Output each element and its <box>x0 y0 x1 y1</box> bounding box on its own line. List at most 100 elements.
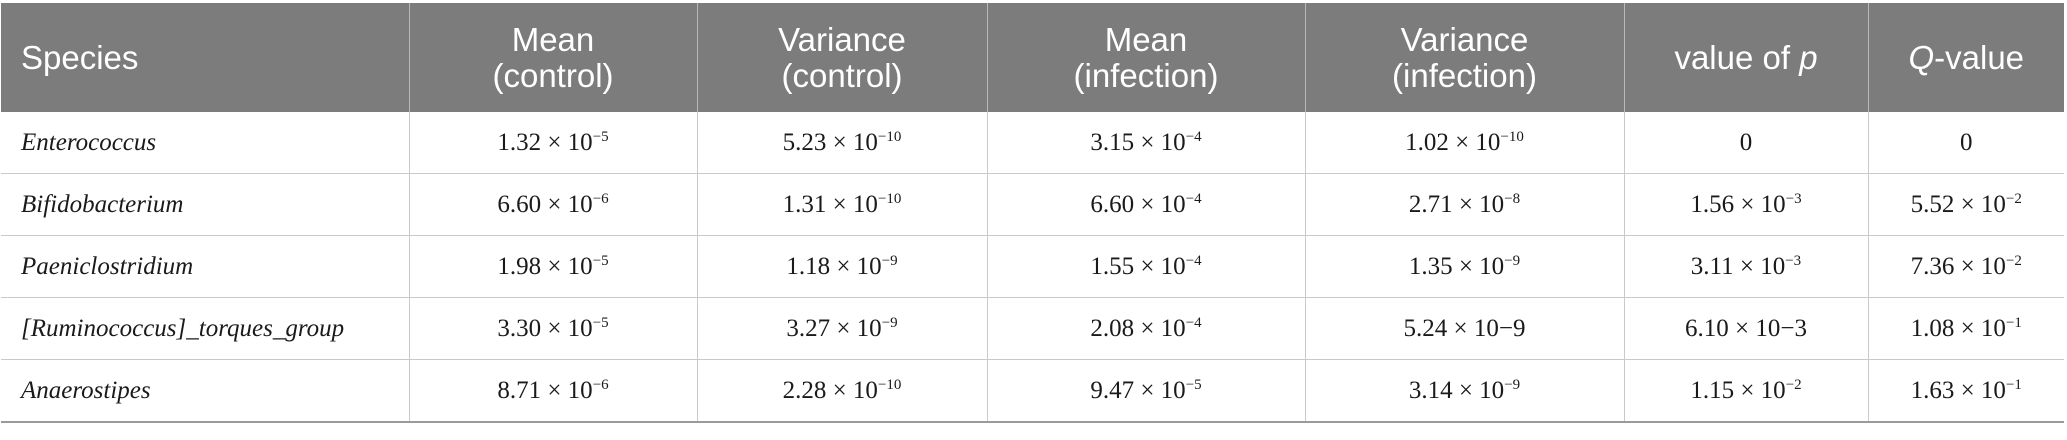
cell-mantissa: 6.10 × 10−3 <box>1685 314 1807 342</box>
mean-control-cell: 1.98 × 10−5 <box>408 235 697 298</box>
cell-mantissa: 5.52 × 10 <box>1910 190 2006 218</box>
cell-mantissa: 2.28 × 10 <box>782 376 878 404</box>
mean-infection-cell: 2.08 × 10−4 <box>986 297 1305 360</box>
cell-exponent: −5 <box>592 252 609 269</box>
cell-exponent: −4 <box>1185 190 1202 207</box>
q-value-cell: 0 <box>1867 112 2064 174</box>
cell-exponent: −1 <box>2005 376 2022 393</box>
cell-mantissa: 1.08 × 10 <box>1910 314 2006 342</box>
cell-exponent: −9 <box>1504 376 1521 393</box>
table-body: Enterococcus 1.32 × 10−5 5.23 × 10−10 3.15 … <box>1 112 2064 423</box>
cell-mantissa: 1.02 × 10 <box>1405 128 1501 156</box>
q-value-cell: 1.08 × 10−1 <box>1867 297 2064 360</box>
header-q-value: Q-value <box>1867 3 2064 112</box>
cell-exponent: −2 <box>2005 190 2022 207</box>
species-name-cell: Enterococcus <box>1 112 409 174</box>
cell-mantissa: 1.15 × 10 <box>1690 376 1786 404</box>
p-value-cell: 6.10 × 10−3 <box>1623 297 1868 360</box>
cell-mantissa: 3.30 × 10 <box>497 314 593 342</box>
cell-mantissa: 3.11 × 10 <box>1690 252 1786 280</box>
cell-mantissa: 5.23 × 10 <box>782 128 878 156</box>
cell-exponent: −5 <box>592 314 609 331</box>
cell-mantissa: 6.60 × 10 <box>1090 190 1186 218</box>
cell-exponent: −10 <box>877 190 902 207</box>
variance-infection-cell: 2.71 × 10−8 <box>1304 173 1624 236</box>
cell-mantissa: 8.71 × 10 <box>497 376 593 404</box>
cell-exponent: −9 <box>1504 252 1521 269</box>
cell-mantissa: 5.24 × 10−9 <box>1403 314 1526 342</box>
p-value-cell: 1.15 × 10−2 <box>1623 359 1868 423</box>
cell-mantissa: 2.08 × 10 <box>1090 314 1186 342</box>
cell-mantissa: 1.35 × 10 <box>1408 252 1505 280</box>
table-row: Anaerostipes 8.71 × 10−6 2.28 × 10−10 9.47 … <box>1 359 2064 423</box>
variance-infection-cell: 3.14 × 10−9 <box>1304 359 1624 423</box>
variance-control-cell: 2.28 × 10−10 <box>696 359 987 423</box>
cell-mantissa: 1.32 × 10 <box>497 128 593 156</box>
cell-mantissa: 2.71 × 10 <box>1408 190 1505 218</box>
mean-control-cell: 1.32 × 10−5 <box>408 112 697 174</box>
table-row: Bifidobacterium 6.60 × 10−6 1.31 × 10−10 6.… <box>1 173 2064 236</box>
cell-mantissa: 3.27 × 10 <box>786 314 882 342</box>
table-row: [Ruminococcus]_torques_group 3.30 × 10−5 3… <box>1 297 2064 360</box>
cell-exponent: −6 <box>592 190 609 207</box>
cell-mantissa: 0 <box>1739 128 1753 156</box>
species-name-cell: [Ruminococcus]_torques_group <box>1 297 409 360</box>
header-species: Species <box>1 3 409 112</box>
mean-control-cell: 6.60 × 10−6 <box>408 173 697 236</box>
q-value-cell: 5.52 × 10−2 <box>1867 173 2064 236</box>
variance-control-cell: 3.27 × 10−9 <box>696 297 987 360</box>
header-p-value: value of p <box>1623 3 1868 112</box>
cell-exponent: −4 <box>1185 314 1202 331</box>
cell-mantissa: 1.63 × 10 <box>1910 376 2006 404</box>
variance-infection-cell: 1.02 × 10−10 <box>1304 112 1624 174</box>
cell-exponent: −9 <box>881 314 898 331</box>
species-name-cell: Paeniclostridium <box>1 235 409 298</box>
cell-mantissa: 3.14 × 10 <box>1408 376 1505 404</box>
variance-infection-cell: 5.24 × 10−9 <box>1304 297 1624 360</box>
cell-mantissa: 1.56 × 10 <box>1690 190 1786 218</box>
variance-control-cell: 1.31 × 10−10 <box>696 173 987 236</box>
species-name-cell: Anaerostipes <box>1 359 409 423</box>
cell-mantissa: 1.55 × 10 <box>1090 252 1186 280</box>
mean-infection-cell: 3.15 × 10−4 <box>986 112 1305 174</box>
header-row: Species Mean (control) Variance (control… <box>1 3 2064 112</box>
p-value-cell: 3.11 × 10−3 <box>1623 235 1868 298</box>
cell-exponent: −10 <box>1500 128 1524 145</box>
p-value-cell: 0 <box>1623 112 1868 174</box>
species-statistics-table-container: Species Mean (control) Variance (control… <box>1 3 2064 423</box>
table-header: Species Mean (control) Variance (control… <box>1 3 2064 112</box>
mean-control-cell: 8.71 × 10−6 <box>408 359 697 423</box>
cell-exponent: −8 <box>1504 190 1521 207</box>
variance-control-cell: 5.23 × 10−10 <box>696 112 987 174</box>
cell-exponent: −10 <box>877 128 902 145</box>
species-statistics-table: Species Mean (control) Variance (control… <box>1 3 2064 423</box>
species-name-cell: Bifidobacterium <box>1 173 409 236</box>
cell-exponent: −1 <box>2005 314 2022 331</box>
table-row: Enterococcus 1.32 × 10−5 5.23 × 10−10 3.15 … <box>1 112 2064 174</box>
cell-exponent: −9 <box>881 252 898 269</box>
cell-exponent: −5 <box>1185 376 1202 393</box>
variance-control-cell: 1.18 × 10−9 <box>696 235 987 298</box>
header-variance-control: Variance (control) <box>696 3 987 112</box>
mean-infection-cell: 6.60 × 10−4 <box>986 173 1305 236</box>
cell-mantissa: 1.31 × 10 <box>782 190 878 218</box>
header-mean-control: Mean (control) <box>408 3 697 112</box>
cell-mantissa: 3.15 × 10 <box>1090 128 1186 156</box>
cell-exponent: −10 <box>877 376 902 393</box>
cell-mantissa: 1.18 × 10 <box>786 252 882 280</box>
mean-infection-cell: 1.55 × 10−4 <box>986 235 1305 298</box>
cell-exponent: −2 <box>2005 252 2022 269</box>
mean-infection-cell: 9.47 × 10−5 <box>986 359 1305 423</box>
cell-exponent: −2 <box>1785 376 1802 393</box>
table-row: Paeniclostridium 1.98 × 10−5 1.18 × 10−9 1.… <box>1 235 2064 298</box>
cell-exponent: −4 <box>1185 128 1202 145</box>
cell-exponent: −3 <box>1785 252 1802 269</box>
header-mean-infection: Mean (infection) <box>986 3 1305 112</box>
mean-control-cell: 3.30 × 10−5 <box>408 297 697 360</box>
cell-mantissa: 7.36 × 10 <box>1910 252 2006 280</box>
variance-infection-cell: 1.35 × 10−9 <box>1304 235 1624 298</box>
p-value-cell: 1.56 × 10−3 <box>1623 173 1868 236</box>
header-variance-infection: Variance (infection) <box>1304 3 1624 112</box>
cell-mantissa: 6.60 × 10 <box>497 190 593 218</box>
cell-exponent: −4 <box>1185 252 1202 269</box>
